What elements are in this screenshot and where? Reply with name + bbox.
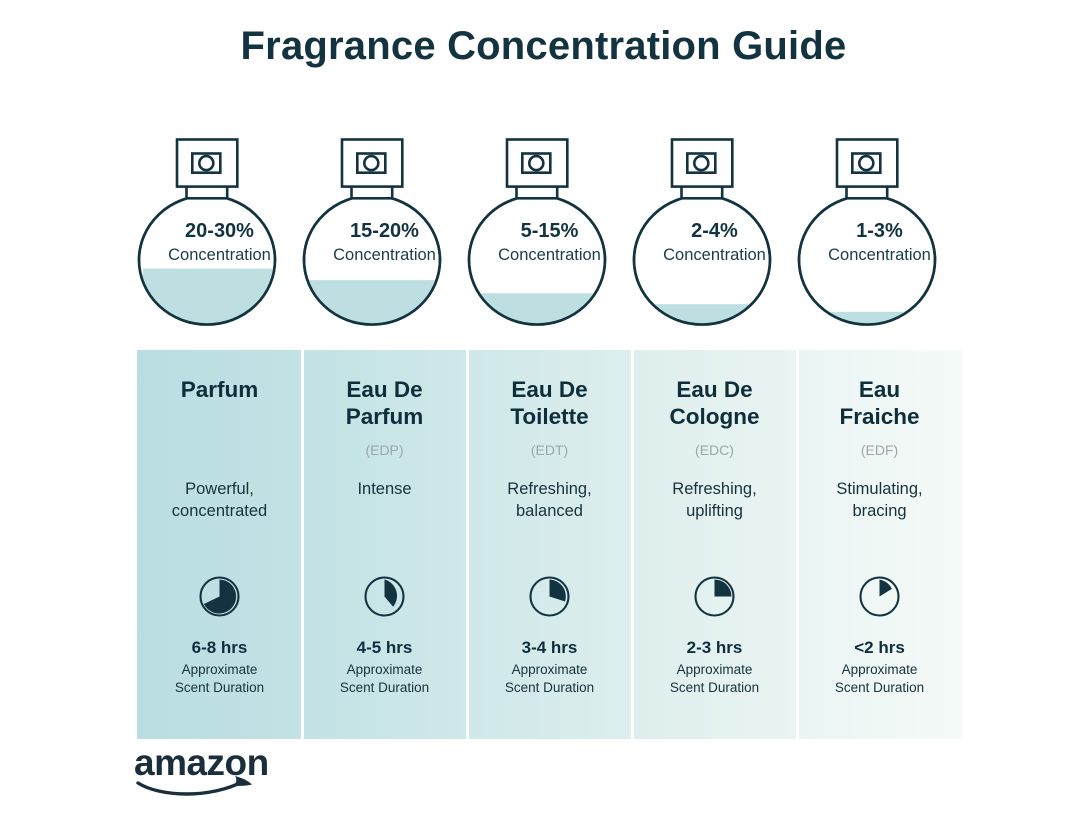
svg-text:amazon: amazon xyxy=(134,742,269,783)
